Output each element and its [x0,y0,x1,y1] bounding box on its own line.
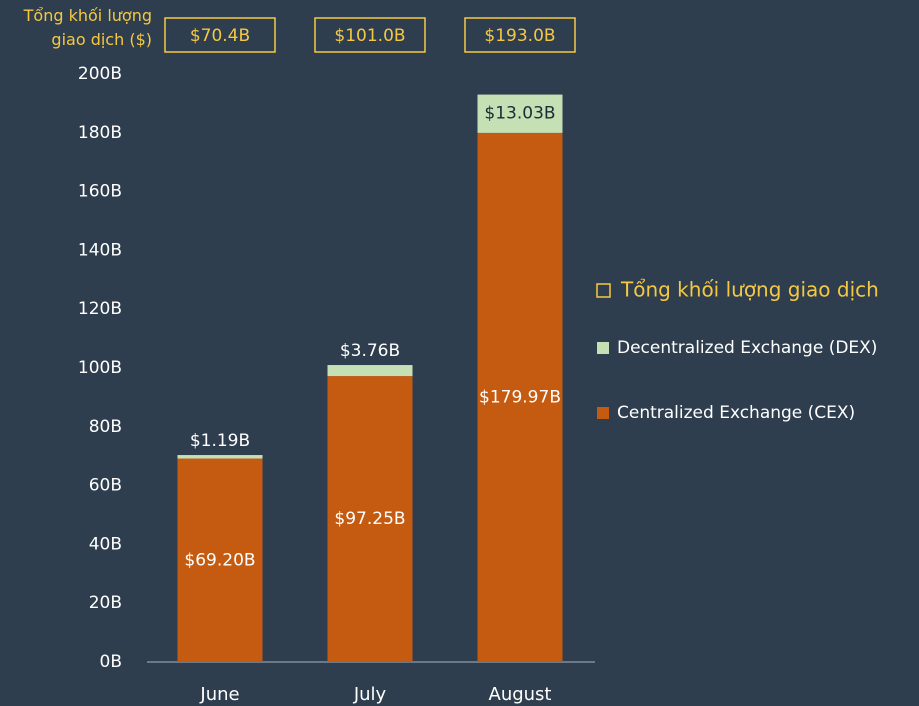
legend-label: Decentralized Exchange (DEX) [617,338,877,358]
total-box [464,17,576,53]
x-tick-label: June [199,684,239,705]
legend-label: Centralized Exchange (CEX) [617,403,855,423]
y-tick-label: 0B [100,652,122,672]
x-tick-label: August [489,684,552,705]
y-tick-label: 200B [78,64,122,84]
total-label: $193.0B [484,26,555,46]
data-label: $3.76B [340,341,400,361]
y-tick-label: 60B [89,476,122,496]
y-tick-label: 80B [89,417,122,437]
data-label: $97.25B [334,509,405,529]
total-box [164,17,276,53]
bar-segment [477,94,563,133]
data-label: $179.97B [479,387,561,407]
data-label: $13.03B [484,104,555,124]
data-label: $1.19B [190,431,250,451]
y-tick-label: 140B [78,240,122,260]
total-box [314,17,426,53]
y-tick-label: 160B [78,182,122,202]
bar-segment [477,132,563,663]
bar-segment [327,365,413,377]
data-label: $69.20B [184,550,255,570]
y-tick-label: 120B [78,299,122,319]
y-tick-label: 20B [89,593,122,613]
legend-label: Tổng khối lượng giao dịch [620,278,879,302]
total-label: $101.0B [334,26,405,46]
y-tick-label: 40B [89,534,122,554]
y-tick-label: 100B [78,358,122,378]
legend-swatch [596,283,611,298]
legend-swatch [597,342,609,354]
total-label: $70.4B [190,26,250,46]
bar-segment [177,458,263,662]
bar-segment [177,455,263,459]
y-tick-label: 180B [78,123,122,143]
y-axis-title: Tổng khối lượng giao dịch ($) [23,6,152,49]
bar-segment [327,376,413,662]
x-tick-label: July [353,684,387,705]
legend-swatch [597,407,609,419]
